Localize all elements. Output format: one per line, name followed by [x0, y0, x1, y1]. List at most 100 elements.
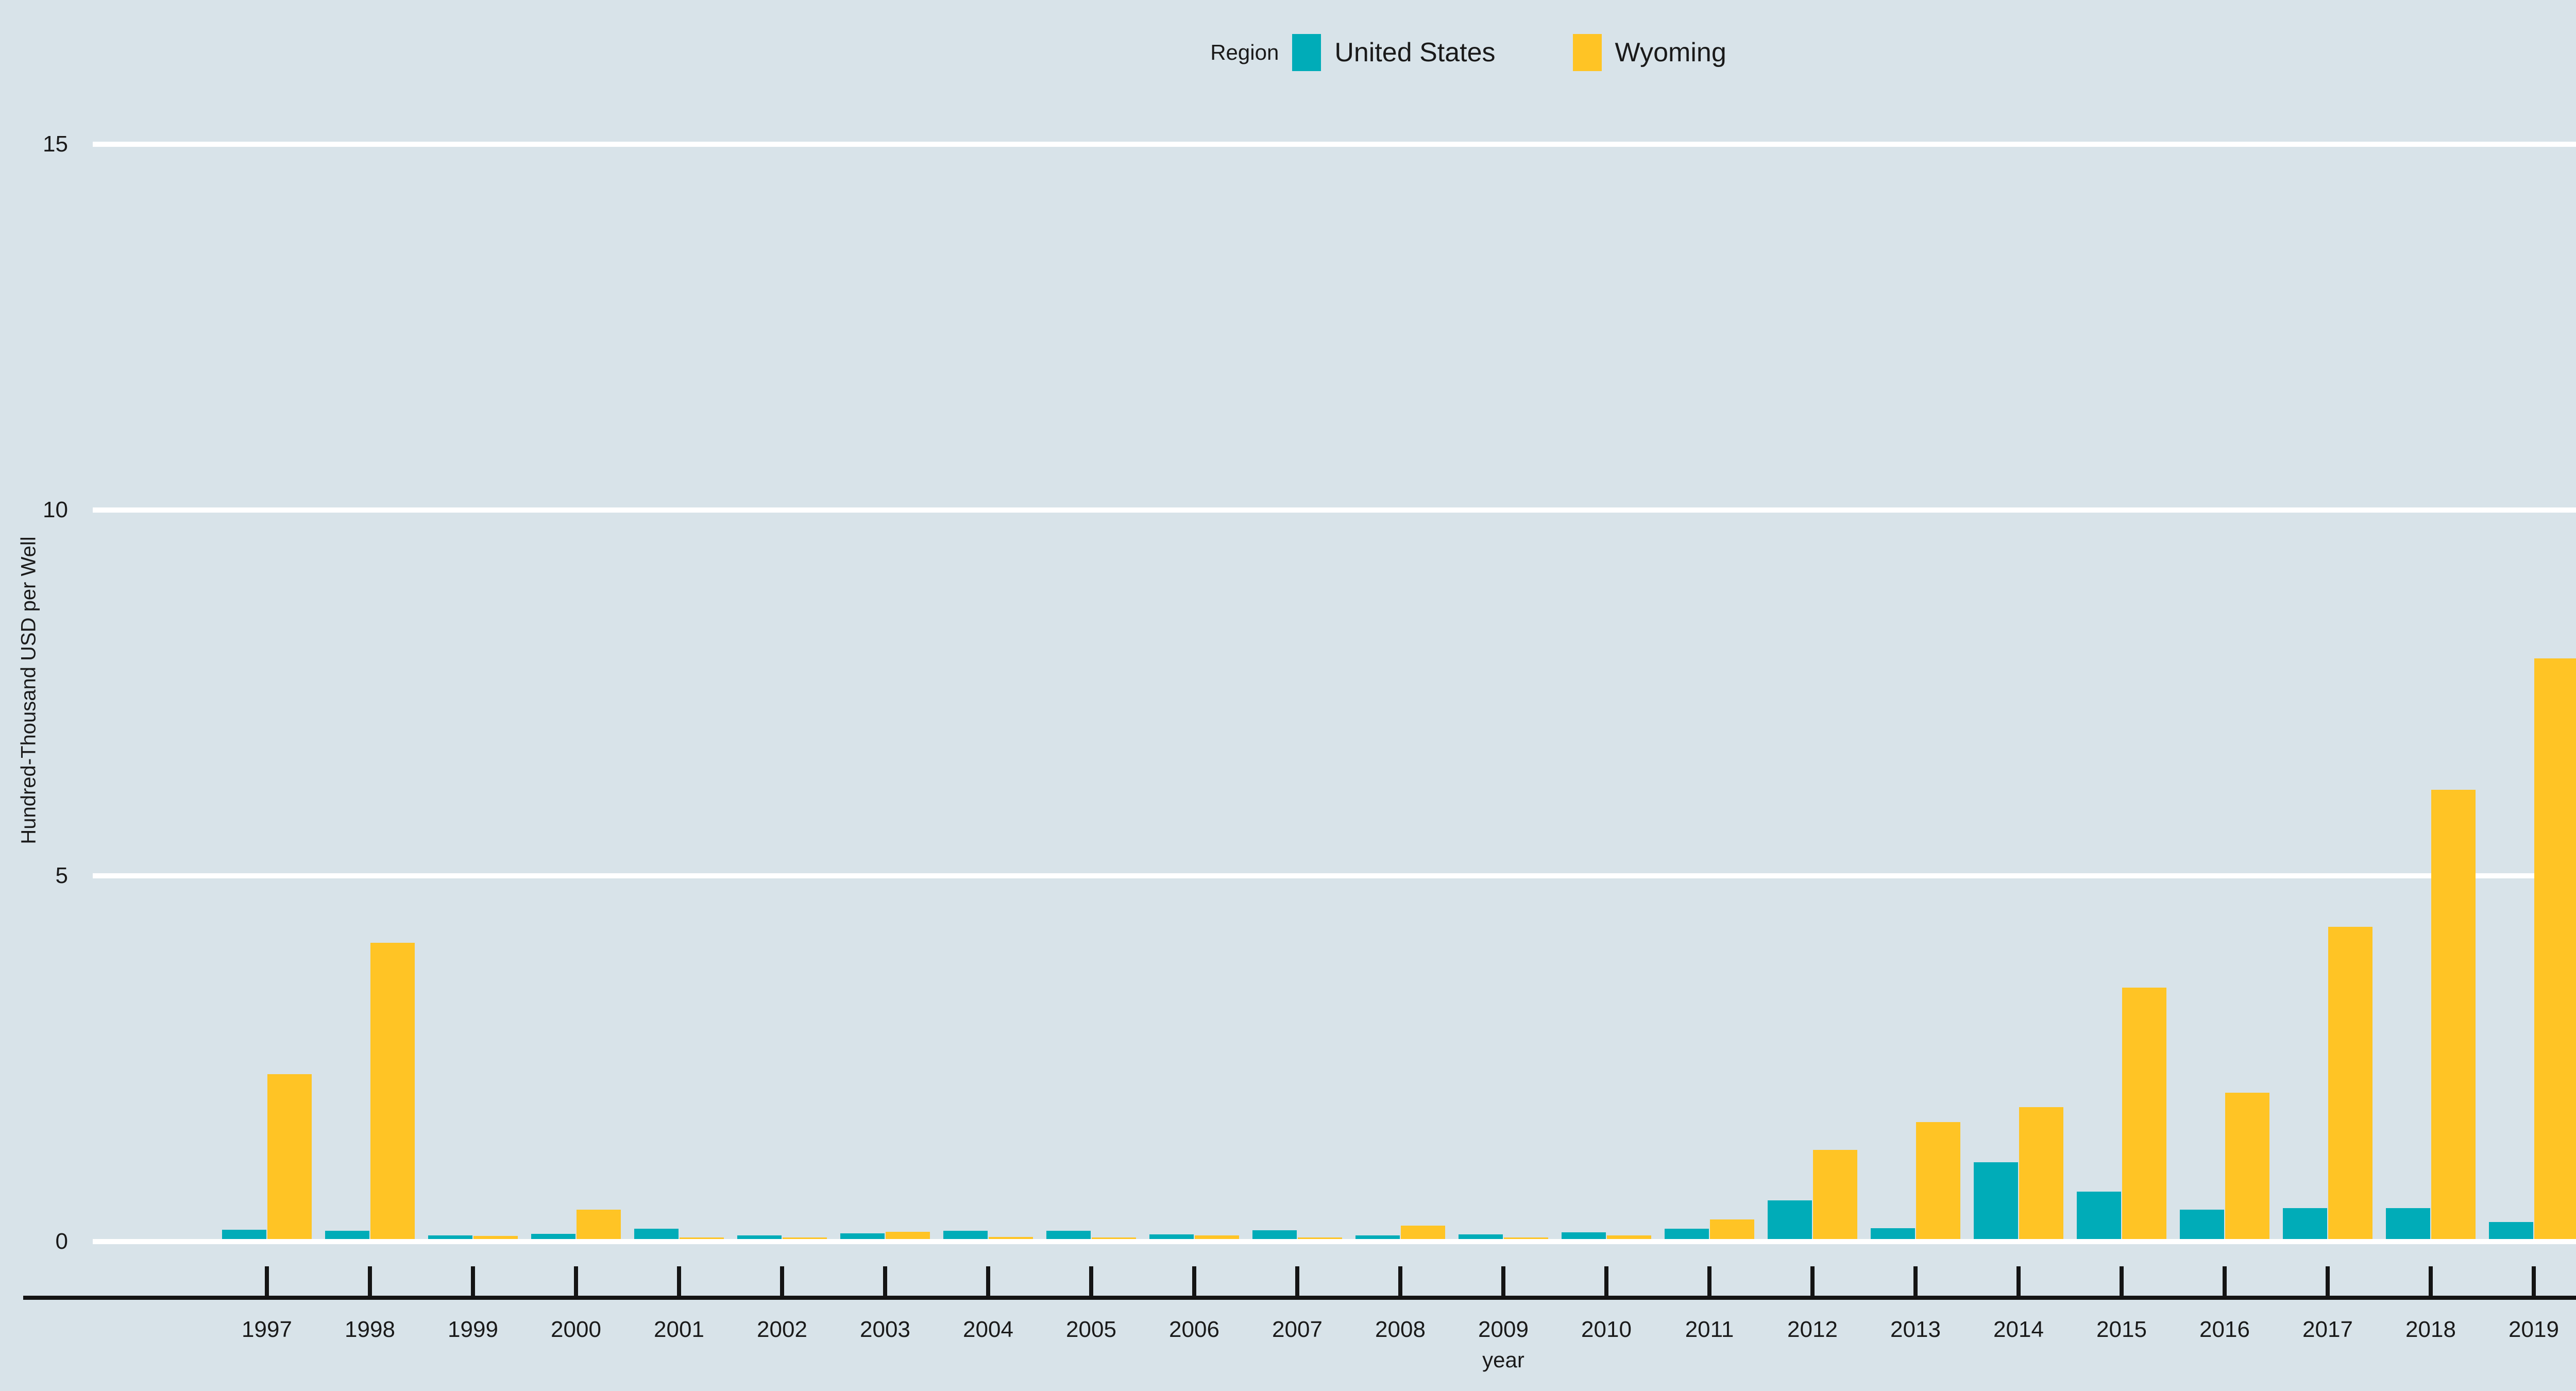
y-tick-label-15: 15	[43, 131, 68, 157]
bar-wyoming-2001[interactable]	[680, 1237, 724, 1239]
x-tick-1999	[471, 1266, 475, 1296]
x-tick-1998	[368, 1266, 372, 1296]
bar-united-states-2010[interactable]	[1562, 1232, 1606, 1239]
x-tick-label-1997: 1997	[242, 1317, 292, 1342]
x-tick-label-2009: 2009	[1478, 1317, 1529, 1342]
bar-united-states-2001[interactable]	[634, 1229, 679, 1239]
bar-united-states-2015[interactable]	[2077, 1192, 2121, 1239]
legend: Region United States Wyoming	[0, 34, 2576, 71]
y-tick-label-5: 5	[55, 863, 68, 888]
bar-united-states-2012[interactable]	[1768, 1200, 1812, 1239]
bar-united-states-2002[interactable]	[737, 1235, 782, 1239]
x-tick-2006	[1192, 1266, 1196, 1296]
y-tick-label-0: 0	[55, 1229, 68, 1254]
bar-wyoming-2019[interactable]	[2534, 658, 2576, 1239]
x-tick-label-2007: 2007	[1272, 1317, 1323, 1342]
x-axis-line	[23, 1296, 2576, 1300]
legend-item-label: Wyoming	[1615, 38, 1726, 67]
x-tick-label-2014: 2014	[1993, 1317, 2044, 1342]
x-tick-2010	[1604, 1266, 1608, 1296]
bar-united-states-2009[interactable]	[1459, 1234, 1503, 1239]
x-tick-label-2013: 2013	[1890, 1317, 1941, 1342]
bar-wyoming-2012[interactable]	[1813, 1150, 1857, 1239]
bar-wyoming-2011[interactable]	[1710, 1219, 1754, 1239]
bar-united-states-2016[interactable]	[2180, 1210, 2224, 1239]
x-tick-2005	[1089, 1266, 1093, 1296]
bar-united-states-2008[interactable]	[1355, 1235, 1400, 1239]
x-tick-label-2004: 2004	[963, 1317, 1013, 1342]
x-tick-2012	[1810, 1266, 1815, 1296]
x-tick-label-2015: 2015	[2096, 1317, 2147, 1342]
bar-wyoming-2000[interactable]	[577, 1210, 621, 1239]
x-tick-2018	[2429, 1266, 2433, 1296]
bar-wyoming-2010[interactable]	[1607, 1235, 1651, 1239]
x-tick-2002	[780, 1266, 784, 1296]
x-tick-label-2008: 2008	[1375, 1317, 1426, 1342]
bar-wyoming-2009[interactable]	[1504, 1237, 1548, 1239]
bar-united-states-2018[interactable]	[2386, 1208, 2430, 1239]
x-tick-label-1999: 1999	[448, 1317, 498, 1342]
legend-item-wyoming[interactable]: Wyoming	[1572, 34, 1726, 71]
legend-swatch-icon	[1292, 34, 1321, 71]
bar-wyoming-2005[interactable]	[1092, 1237, 1136, 1239]
bar-united-states-2004[interactable]	[943, 1231, 988, 1239]
x-tick-2001	[677, 1266, 681, 1296]
x-tick-label-2011: 2011	[1685, 1317, 1734, 1342]
y-tick-label-10: 10	[43, 497, 68, 522]
x-tick-2003	[883, 1266, 887, 1296]
x-tick-2004	[986, 1266, 990, 1296]
x-tick-1997	[265, 1266, 269, 1296]
bar-wyoming-2007[interactable]	[1298, 1237, 1342, 1239]
bar-wyoming-2003[interactable]	[886, 1232, 930, 1239]
bar-united-states-2005[interactable]	[1046, 1231, 1091, 1239]
bar-wyoming-1998[interactable]	[370, 943, 415, 1239]
x-tick-2016	[2223, 1266, 2227, 1296]
legend-item-united-states[interactable]: United States	[1292, 34, 1496, 71]
x-tick-2007	[1295, 1266, 1299, 1296]
bar-wyoming-2015[interactable]	[2122, 988, 2166, 1239]
bar-wyoming-2006[interactable]	[1195, 1235, 1239, 1239]
bar-wyoming-2004[interactable]	[989, 1237, 1033, 1239]
x-tick-label-2010: 2010	[1581, 1317, 1632, 1342]
x-tick-2014	[2016, 1266, 2021, 1296]
x-tick-label-2017: 2017	[2302, 1317, 2353, 1342]
gridline-y-0	[93, 1239, 2576, 1244]
x-tick-label-2018: 2018	[2405, 1317, 2456, 1342]
x-tick-label-2001: 2001	[654, 1317, 704, 1342]
bar-united-states-1997[interactable]	[222, 1230, 266, 1239]
bar-united-states-2014[interactable]	[1974, 1162, 2018, 1239]
bar-wyoming-2016[interactable]	[2225, 1093, 2269, 1239]
bar-united-states-2006[interactable]	[1149, 1234, 1194, 1239]
bar-united-states-2007[interactable]	[1252, 1230, 1297, 1239]
x-tick-label-2006: 2006	[1169, 1317, 1219, 1342]
x-tick-2019	[2532, 1266, 2536, 1296]
legend-swatch-icon	[1572, 34, 1602, 71]
bar-wyoming-2014[interactable]	[2019, 1107, 2063, 1239]
bar-wyoming-2002[interactable]	[783, 1237, 827, 1239]
bar-united-states-2000[interactable]	[531, 1234, 575, 1239]
bar-united-states-2003[interactable]	[840, 1233, 885, 1239]
gridline-y-5	[93, 873, 2576, 878]
bar-wyoming-2017[interactable]	[2328, 927, 2372, 1239]
gridline-y-15	[93, 142, 2576, 147]
x-tick-label-2019: 2019	[2509, 1317, 2559, 1342]
bar-united-states-2011[interactable]	[1665, 1229, 1709, 1239]
x-tick-2008	[1398, 1266, 1402, 1296]
bar-united-states-2017[interactable]	[2283, 1208, 2327, 1239]
x-axis-title: year	[1482, 1348, 1524, 1372]
bar-wyoming-2013[interactable]	[1916, 1122, 1960, 1239]
bar-united-states-2019[interactable]	[2489, 1222, 2533, 1239]
bar-wyoming-1997[interactable]	[267, 1074, 312, 1239]
bar-wyoming-1999[interactable]	[473, 1236, 518, 1239]
bar-wyoming-2008[interactable]	[1401, 1226, 1445, 1239]
bar-united-states-1998[interactable]	[325, 1231, 369, 1239]
x-tick-2013	[1913, 1266, 1918, 1296]
bar-united-states-1999[interactable]	[428, 1235, 472, 1239]
bar-wyoming-2018[interactable]	[2431, 790, 2476, 1239]
x-tick-2017	[2326, 1266, 2330, 1296]
x-tick-label-2000: 2000	[551, 1317, 601, 1342]
x-tick-label-2005: 2005	[1066, 1317, 1116, 1342]
x-tick-label-2016: 2016	[2199, 1317, 2250, 1342]
bar-united-states-2013[interactable]	[1871, 1228, 1915, 1239]
